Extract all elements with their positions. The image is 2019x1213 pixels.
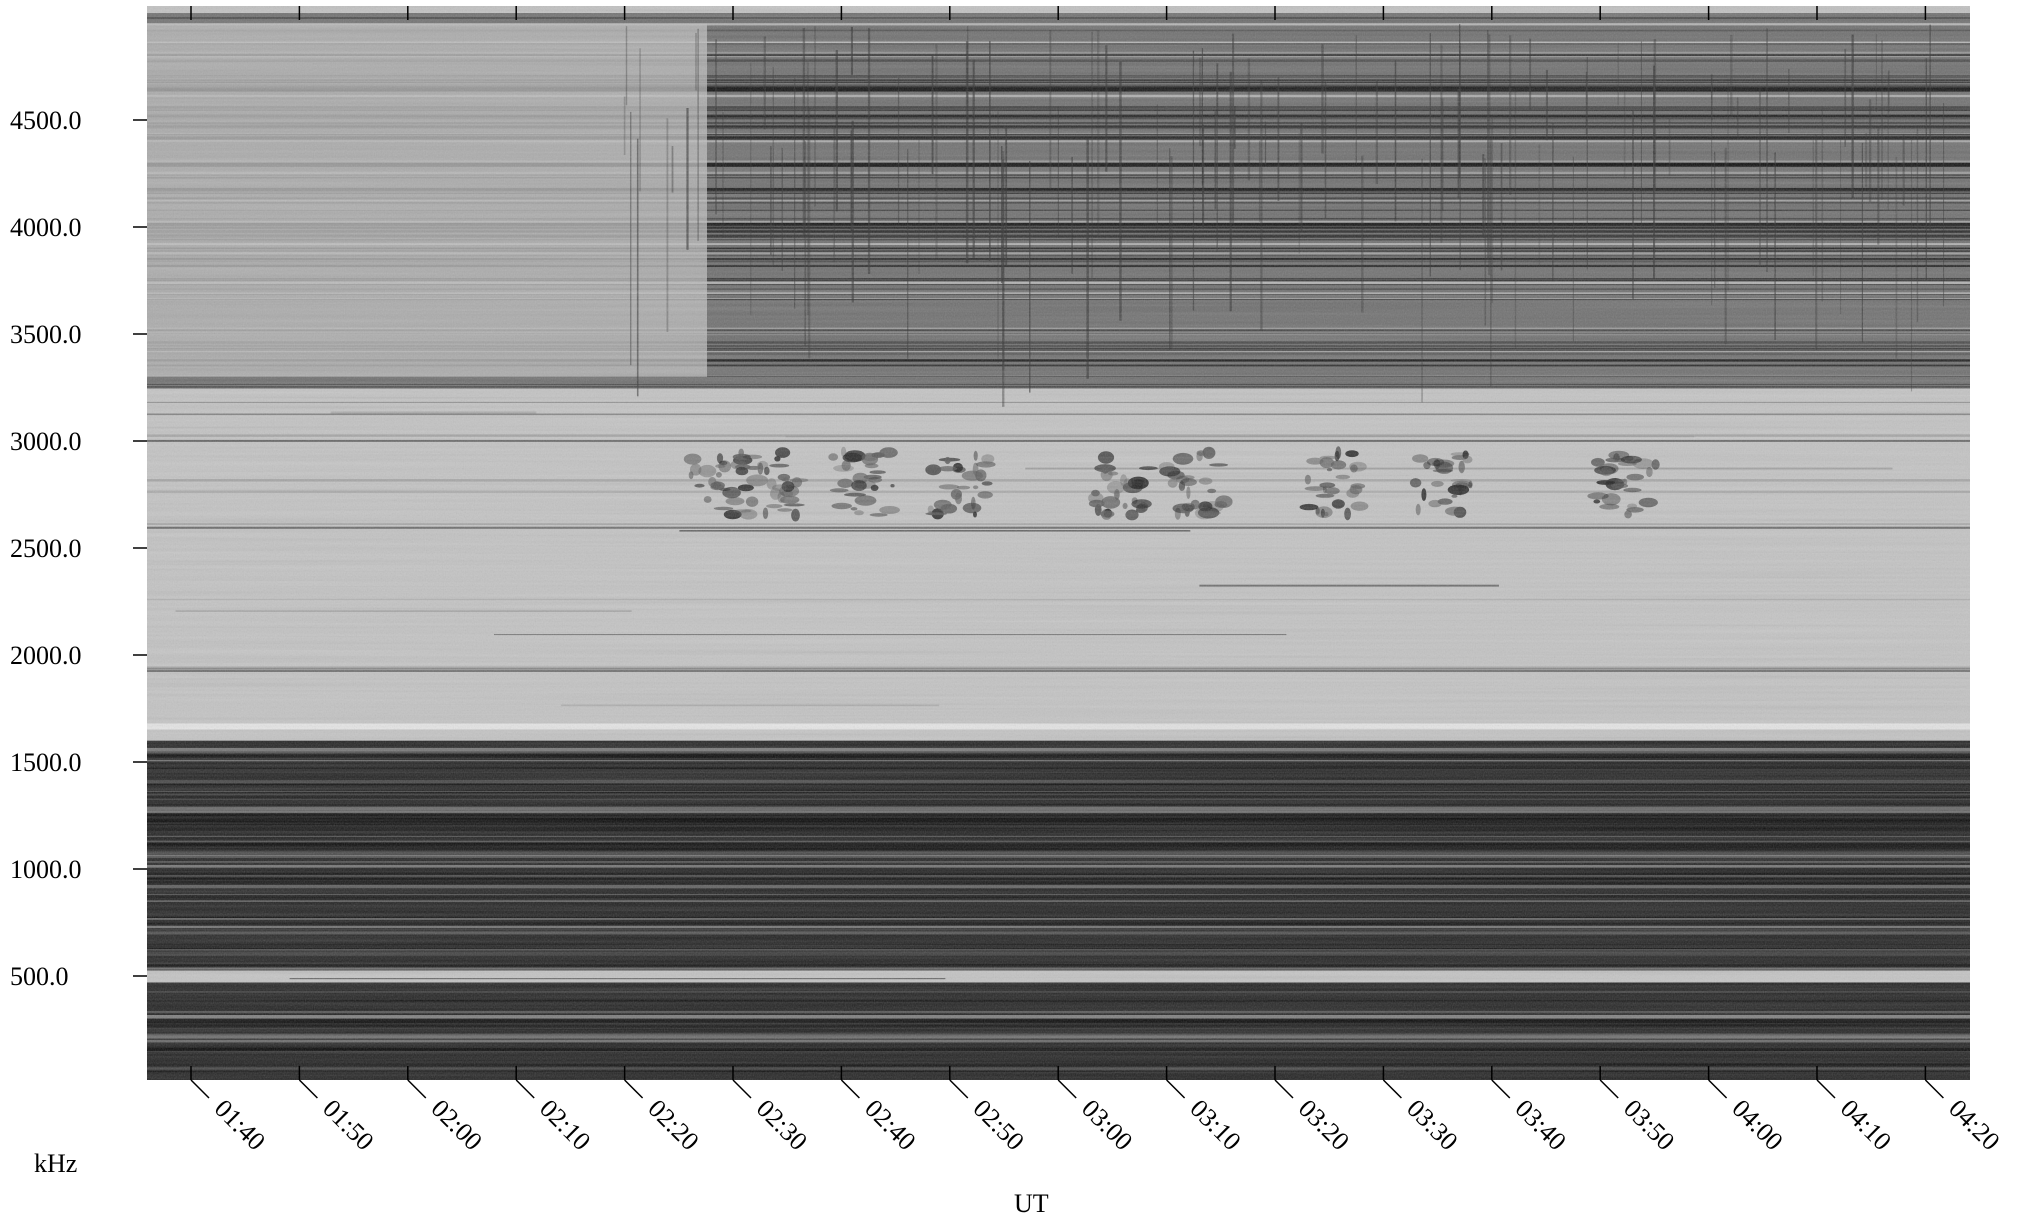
plot-area bbox=[147, 6, 1970, 1080]
x-tick-label: 04:00 bbox=[1726, 1094, 1788, 1156]
y-tick-label: 2000.0 bbox=[10, 641, 82, 670]
x-tick-label: 02:50 bbox=[968, 1094, 1030, 1156]
x-tick-label: 03:00 bbox=[1076, 1094, 1138, 1156]
y-tick-label: 500.0 bbox=[10, 962, 69, 991]
x-tick-label: 03:30 bbox=[1401, 1094, 1463, 1156]
x-tick-leader bbox=[1491, 1079, 1511, 1099]
x-tick-leader bbox=[1924, 1079, 1944, 1099]
x-tick-leader bbox=[1382, 1079, 1402, 1099]
x-axis-label: UT bbox=[1014, 1189, 1049, 1213]
x-tick-label: 02:00 bbox=[426, 1094, 488, 1156]
x-tick-leader bbox=[732, 1079, 752, 1099]
streak-texture bbox=[147, 6, 1970, 1080]
x-tick-label: 04:10 bbox=[1835, 1094, 1897, 1156]
y-axis: 500.0 1000.0 1500.0 2000.0 2500.0 3000.0 3500.… bbox=[10, 106, 147, 991]
x-tick-leader bbox=[949, 1079, 969, 1099]
x-tick-leader bbox=[1708, 1079, 1728, 1099]
x-tick-leader bbox=[190, 1079, 210, 1099]
x-tick-label: 04:20 bbox=[1943, 1094, 2005, 1156]
x-tick-label: 02:20 bbox=[642, 1094, 704, 1156]
x-tick-leader bbox=[1166, 1079, 1186, 1099]
x-tick-label: 02:40 bbox=[859, 1094, 921, 1156]
x-tick-leader bbox=[1274, 1079, 1294, 1099]
y-tick-label: 1500.0 bbox=[10, 748, 82, 777]
y-tick-label: 4500.0 bbox=[10, 106, 82, 135]
y-tick-label: 1000.0 bbox=[10, 855, 82, 884]
x-tick-leader bbox=[515, 1079, 535, 1099]
x-tick-leader bbox=[298, 1079, 318, 1099]
y-tick-label: 3500.0 bbox=[10, 320, 82, 349]
y-tick-label: 4000.0 bbox=[10, 213, 82, 242]
x-tick-label: 03:40 bbox=[1510, 1094, 1572, 1156]
y-tick-label: 2500.0 bbox=[10, 534, 82, 563]
x-tick-label: 01:50 bbox=[317, 1094, 379, 1156]
y-axis-label: kHz bbox=[34, 1149, 77, 1178]
x-tick-leader bbox=[407, 1079, 427, 1099]
x-tick-label: 03:10 bbox=[1184, 1094, 1246, 1156]
x-tick-label: 03:50 bbox=[1618, 1094, 1680, 1156]
x-tick-leader bbox=[1057, 1079, 1077, 1099]
y-tick-label: 3000.0 bbox=[10, 427, 82, 456]
x-tick-leader bbox=[1599, 1079, 1619, 1099]
x-tick-label: 02:30 bbox=[751, 1094, 813, 1156]
x-tick-label: 02:10 bbox=[534, 1094, 596, 1156]
x-tick-leader bbox=[1816, 1079, 1836, 1099]
x-tick-leader bbox=[624, 1079, 644, 1099]
x-tick-label: 03:20 bbox=[1293, 1094, 1355, 1156]
x-tick-leader bbox=[840, 1079, 860, 1099]
x-tick-label: 01:40 bbox=[209, 1094, 271, 1156]
